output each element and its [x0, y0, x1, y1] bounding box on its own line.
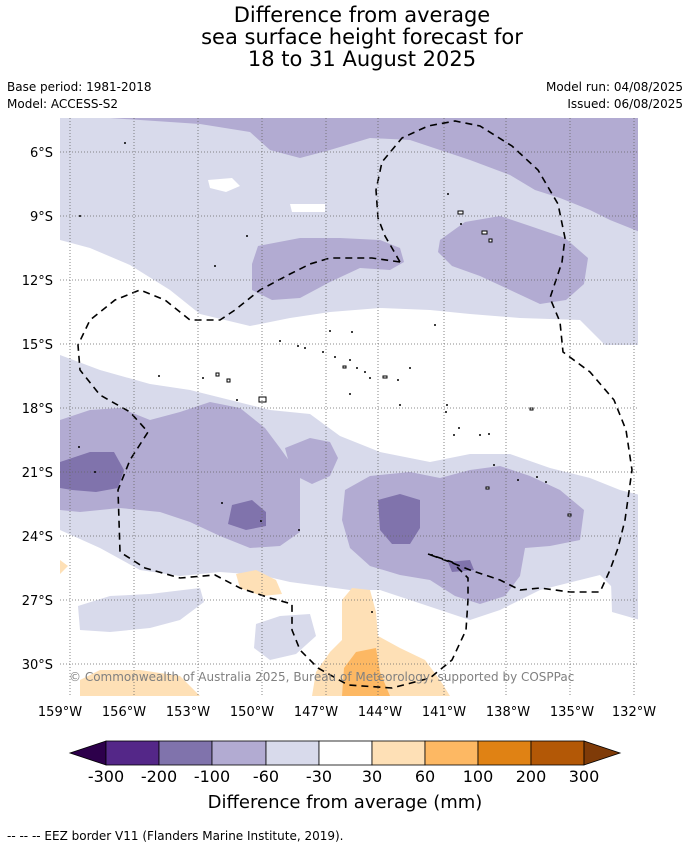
colorbar-under-arrow	[68, 740, 107, 766]
colorbar-bin-5	[318, 740, 373, 766]
lon-label-135w: 135°W	[550, 705, 594, 720]
model-run: Model run: 04/08/2025	[545, 80, 683, 94]
lon-label-132w: 132°W	[612, 705, 656, 720]
title-line-3: 18 to 31 August 2025	[247, 47, 477, 71]
anomaly-region-positive-30-60	[60, 560, 68, 574]
lon-label-150w: 150°W	[230, 705, 274, 720]
lon-label-141w: 141°W	[422, 705, 466, 720]
lat-label-27s: 27°S	[22, 594, 53, 609]
colorbar-bin-4	[265, 740, 320, 766]
anomaly-region-dark-1	[60, 452, 124, 492]
colorbar-tick-9: 300	[569, 767, 600, 786]
lat-label-24s: 24°S	[22, 530, 53, 545]
anomaly-region-dark-3	[378, 494, 420, 544]
lat-label-30s: 30°S	[22, 658, 53, 673]
colorbar-bin-8	[477, 740, 532, 766]
base-period: Base period: 1981-2018	[7, 80, 152, 94]
meta-left: Base period: 1981-2018 Model: ACCESS-S2	[7, 79, 152, 113]
colorbar-bin-7	[424, 740, 479, 766]
copyright-text: © Commonwealth of Australia 2025, Bureau…	[69, 670, 574, 684]
lon-label-138w: 138°W	[486, 705, 530, 720]
lat-label-12s: 12°S	[22, 274, 53, 289]
meta-right: Model run: 04/08/2025 Issued: 06/08/2025	[546, 79, 683, 113]
colorbar-tick-2: -100	[194, 767, 230, 786]
eez-borders	[77, 120, 633, 689]
colorbar-tick-0: -300	[88, 767, 124, 786]
lat-label-9s: 9°S	[30, 210, 53, 225]
map-field	[60, 118, 638, 696]
lat-label-15s: 15°S	[22, 338, 53, 353]
issued-date: Issued: 06/08/2025	[567, 97, 683, 111]
colorbar-over-arrow	[583, 740, 622, 766]
lat-label-18s: 18°S	[22, 402, 53, 417]
grid-lines	[60, 118, 638, 696]
anomaly-region-light-north	[60, 118, 638, 345]
lon-label-153w: 153°W	[166, 705, 210, 720]
chart-title: Difference from average sea surface heig…	[0, 4, 690, 70]
colorbar-tick-4: -30	[306, 767, 332, 786]
colorbar-bin-3	[211, 740, 267, 766]
anomaly-region-mid-north-1	[110, 118, 638, 232]
colorbar-label: Difference from average (mm)	[207, 792, 483, 813]
eez-legend: -- -- -- EEZ border V11 (Flanders Marine…	[7, 829, 344, 843]
colorbar-bin-2	[158, 740, 213, 766]
lat-label-21s: 21°S	[22, 466, 53, 481]
colorbar-tick-7: 100	[463, 767, 494, 786]
anomaly-region-mid-north-2	[252, 238, 404, 300]
title-line-2: sea surface height forecast for	[201, 25, 523, 49]
anomaly-region-dark-2	[228, 500, 266, 530]
colorbar-bin-6	[371, 740, 426, 766]
lat-label-6s: 6°S	[30, 146, 53, 161]
colorbar-bin-1	[105, 740, 160, 766]
anomaly-region-positive-60-100	[342, 648, 390, 696]
anomaly-region-mid-north-3	[438, 216, 588, 304]
colorbar-tick-5: 30	[362, 767, 382, 786]
islands	[215, 210, 572, 517]
colorbar-tick-1: -200	[141, 767, 177, 786]
lon-label-147w: 147°W	[294, 705, 338, 720]
colorbar-tick-8: 200	[516, 767, 547, 786]
colorbar-tick-3: -60	[253, 767, 279, 786]
lon-label-159w: 159°W	[38, 705, 82, 720]
colorbar-bin-9	[530, 740, 585, 766]
island-specks	[78, 142, 547, 613]
colorbar-tick-6: 60	[415, 767, 435, 786]
lon-label-156w: 156°W	[102, 705, 146, 720]
colorbar	[68, 740, 622, 766]
model-name: Model: ACCESS-S2	[7, 97, 119, 111]
lon-label-144w: 144°W	[358, 705, 402, 720]
title-line-1: Difference from average	[233, 3, 491, 27]
